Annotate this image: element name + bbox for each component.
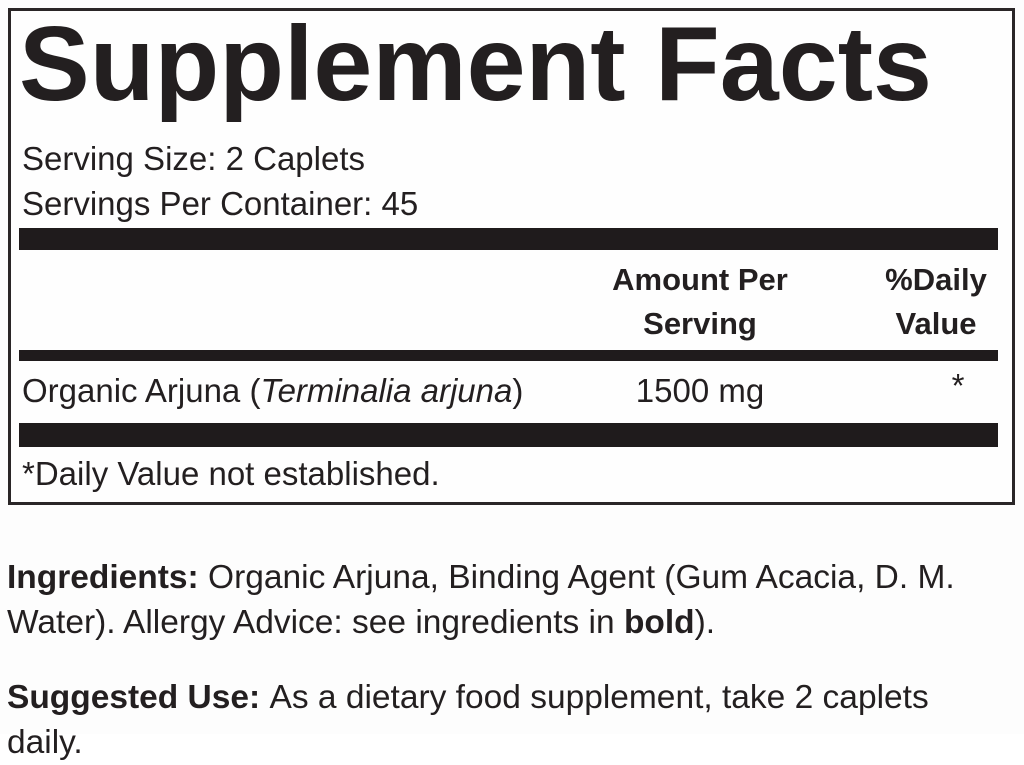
amount-per-serving-header: Amount Per Serving	[612, 262, 788, 341]
servings-per-container-line: Servings Per Container: 45	[22, 185, 419, 222]
divider-thick-top	[19, 228, 998, 250]
divider-below-row	[19, 423, 998, 447]
ingredients-paragraph: Ingredients: Organic Arjuna, Binding Age…	[7, 558, 955, 641]
divider-below-headers	[19, 350, 998, 361]
serving-size-line: Serving Size: 2 Caplets	[22, 140, 366, 177]
ingredient-name: Organic Arjuna (Terminalia arjuna)	[22, 372, 524, 409]
ingredient-amount: 1500 mg	[635, 372, 765, 409]
daily-value-header: %Daily Value	[885, 262, 987, 341]
supplement-facts-panel: Supplement Facts Serving Size: 2 Caplets…	[8, 8, 1015, 505]
label-page: Supplement Facts Serving Size: 2 Caplets…	[7, 8, 1015, 761]
ingredient-daily-value: *	[951, 367, 965, 404]
facts-title: Supplement Facts	[19, 5, 932, 123]
daily-value-footnote: *Daily Value not established.	[22, 455, 440, 492]
suggested-use-paragraph: Suggested Use: As a dietary food supplem…	[7, 678, 929, 761]
